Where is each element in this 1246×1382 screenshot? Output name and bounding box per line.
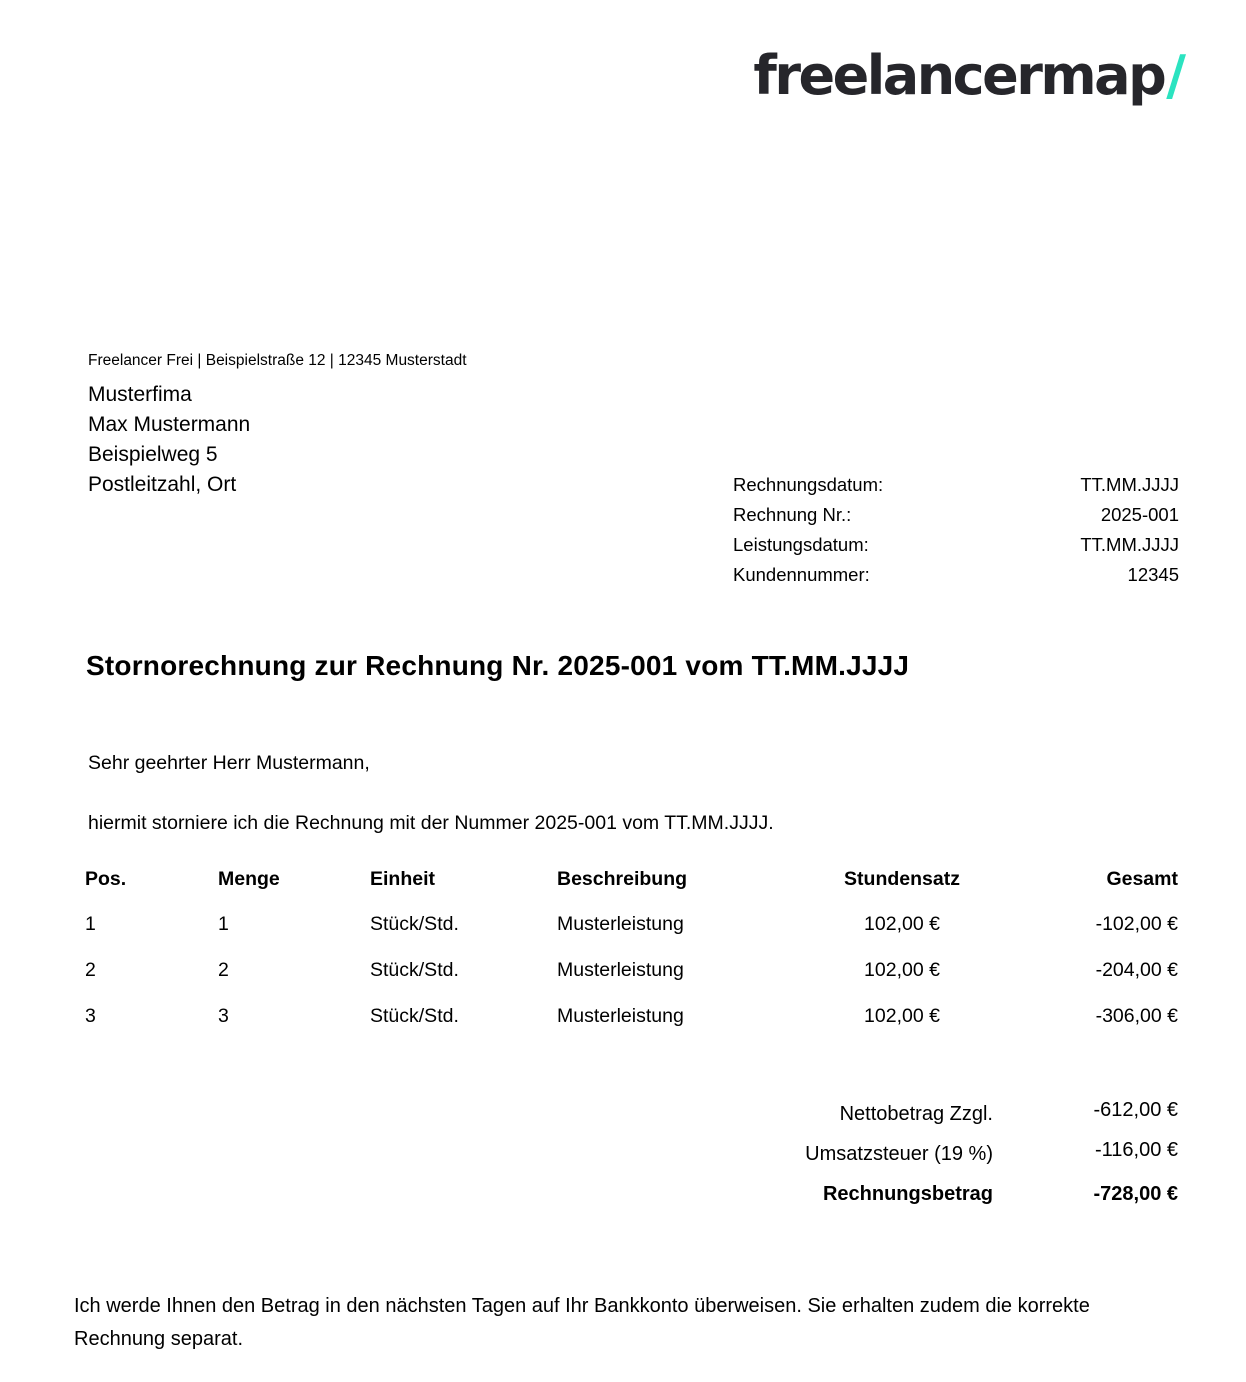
totals-value: -612,00 € <box>1093 1099 1178 1121</box>
recipient-city: Postleitzahl, Ort <box>88 473 237 496</box>
invoice-meta: Rechnungsdatum: TT.MM.JJJJ Rechnung Nr.:… <box>733 470 1179 590</box>
cell-pos: 1 <box>85 913 96 935</box>
totals-row-net: Nettobetrag Zzgl. -612,00 € <box>85 1099 1178 1126</box>
meta-label: Kundennummer: <box>733 564 870 585</box>
meta-row-service-date: Leistungsdatum: TT.MM.JJJJ <box>733 530 1179 560</box>
cell-stundensatz: 102,00 € <box>864 913 940 935</box>
recipient-company: Musterfima <box>88 383 192 406</box>
totals-label: Rechnungsbetrag <box>822 1183 993 1205</box>
col-header-pos: Pos. <box>85 868 127 890</box>
line-items-table: Pos. Menge Einheit Beschreibung Stundens… <box>85 868 1178 1028</box>
meta-row-customer-number: Kundennummer: 12345 <box>733 560 1179 590</box>
meta-row-invoice-date: Rechnungsdatum: TT.MM.JJJJ <box>733 470 1179 500</box>
totals-value: -116,00 € <box>1094 1139 1178 1161</box>
table-row: 3 3 Stück/Std. Musterleistung 102,00 € -… <box>85 1005 1178 1028</box>
meta-label: Rechnung Nr.: <box>733 504 852 525</box>
cell-einheit: Stück/Std. <box>370 959 459 981</box>
cell-gesamt: -102,00 € <box>1095 913 1178 935</box>
meta-value: TT.MM.JJJJ <box>1080 534 1179 555</box>
totals-label: Nettobetrag Zzgl. <box>839 1103 993 1125</box>
recipient-name: Max Mustermann <box>88 413 251 436</box>
meta-value: 2025-001 <box>1100 504 1179 525</box>
cell-beschreibung: Musterleistung <box>557 913 684 935</box>
col-header-einheit: Einheit <box>370 868 436 890</box>
totals-row-vat: Umsatzsteuer (19 %) -116,00 € <box>85 1139 1178 1166</box>
meta-value: TT.MM.JJJJ <box>1080 474 1179 495</box>
totals-section: Nettobetrag Zzgl. -612,00 € Umsatzsteuer… <box>85 1099 1178 1223</box>
totals-value: -728,00 € <box>1093 1183 1178 1205</box>
cell-gesamt: -306,00 € <box>1095 1005 1178 1027</box>
cell-pos: 3 <box>85 1005 96 1027</box>
cell-menge: 1 <box>218 913 229 935</box>
totals-label: Umsatzsteuer (19 %) <box>805 1143 993 1165</box>
cell-pos: 2 <box>85 959 96 981</box>
cell-einheit: Stück/Std. <box>370 1005 459 1027</box>
cell-stundensatz: 102,00 € <box>864 1005 940 1027</box>
col-header-stundensatz: Stundensatz <box>844 868 960 890</box>
col-header-menge: Menge <box>218 868 280 890</box>
page-title: Stornorechnung zur Rechnung Nr. 2025-001… <box>86 650 910 681</box>
cell-beschreibung: Musterleistung <box>557 1005 684 1027</box>
salutation: Sehr geehrter Herr Mustermann, <box>88 752 370 774</box>
cell-einheit: Stück/Std. <box>370 913 459 935</box>
cell-menge: 2 <box>218 959 229 981</box>
meta-label: Rechnungsdatum: <box>733 474 884 495</box>
table-row: 2 2 Stück/Std. Musterleistung 102,00 € -… <box>85 959 1178 982</box>
cell-gesamt: -204,00 € <box>1095 959 1178 981</box>
meta-value: 12345 <box>1127 564 1179 585</box>
closing-paragraph: Ich werde Ihnen den Betrag in den nächst… <box>74 1295 1090 1350</box>
intro-paragraph: hiermit storniere ich die Rechnung mit d… <box>88 812 774 834</box>
meta-label: Leistungsdatum: <box>733 534 869 555</box>
table-row: 1 1 Stück/Std. Musterleistung 102,00 € -… <box>85 913 1178 936</box>
sender-line: Freelancer Frei | Beispielstraße 12 | 12… <box>88 352 467 369</box>
cell-stundensatz: 102,00 € <box>864 959 940 981</box>
col-header-gesamt: Gesamt <box>1106 868 1178 890</box>
recipient-address: Musterfima Max Mustermann Beispielweg 5 … <box>88 380 250 500</box>
logo-slash-icon: / <box>1166 44 1186 107</box>
freelancermap-logo: freelancermap/ <box>753 44 1186 107</box>
table-header-row: Pos. Menge Einheit Beschreibung Stundens… <box>85 868 1178 891</box>
col-header-beschreibung: Beschreibung <box>557 868 688 890</box>
recipient-street: Beispielweg 5 <box>88 443 218 466</box>
cell-menge: 3 <box>218 1005 229 1027</box>
totals-row-grand-total: Rechnungsbetrag -728,00 € <box>85 1183 1178 1206</box>
logo-text: freelancermap <box>753 44 1166 107</box>
meta-row-invoice-number: Rechnung Nr.: 2025-001 <box>733 500 1179 530</box>
cell-beschreibung: Musterleistung <box>557 959 684 981</box>
